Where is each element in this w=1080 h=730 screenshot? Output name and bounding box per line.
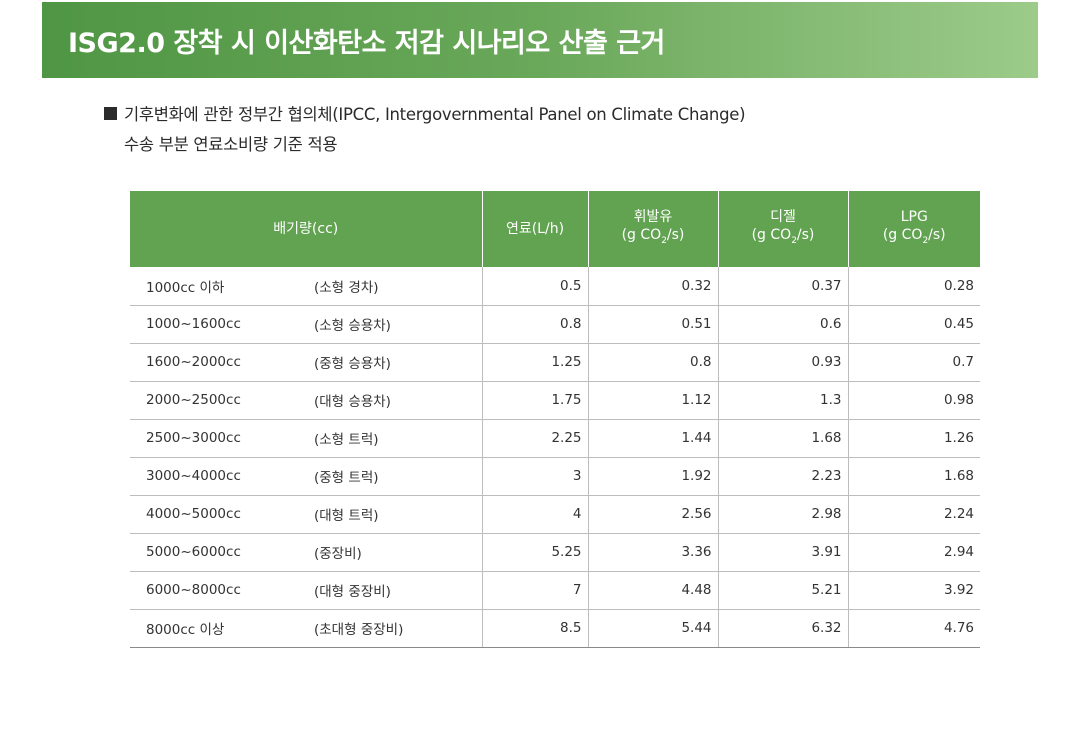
- table-row: 6000~8000cc (대형 중장비) 7 4.48 5.21 3.92: [130, 571, 980, 610]
- cell-fuel: 0.5: [482, 267, 589, 306]
- cell-gasoline: 0.8: [588, 343, 719, 382]
- emission-table: 배기량(cc) 연료(L/h) 휘발유 (g CO2/s) 디젤 (g CO2/…: [130, 191, 980, 648]
- header-gasoline: 휘발유 (g CO2/s): [588, 191, 719, 267]
- cell-gasoline: 0.32: [588, 267, 719, 306]
- cell-gasoline: 4.48: [588, 571, 719, 610]
- cell-diesel: 3.91: [718, 533, 849, 572]
- cell-lpg: 0.98: [848, 381, 980, 420]
- header-fuel: 연료(L/h): [482, 191, 589, 267]
- cell-fuel: 1.25: [482, 343, 589, 382]
- header-diesel-unit: (g CO2/s): [751, 227, 815, 246]
- cell-fuel: 4: [482, 495, 589, 534]
- intro-line-1: 기후변화에 관한 정부간 협의체(IPCC, Intergovernmental…: [104, 100, 1004, 126]
- cell-gasoline: 1.92: [588, 457, 719, 496]
- emission-table-container: 배기량(cc) 연료(L/h) 휘발유 (g CO2/s) 디젤 (g CO2/…: [130, 191, 980, 648]
- cell-fuel: 2.25: [482, 419, 589, 458]
- header-gasoline-unit: (g CO2/s): [621, 227, 685, 246]
- header-lpg: LPG (g CO2/s): [848, 191, 980, 267]
- page-title: ISG2.0 장착 시 이산화탄소 저감 시나리오 산출 근거: [68, 28, 665, 59]
- cell-displacement: 3000~4000cc: [130, 457, 300, 496]
- cell-vehicle-type: (소형 경차): [300, 267, 483, 306]
- cell-fuel: 7: [482, 571, 589, 610]
- cell-vehicle-type: (중형 트럭): [300, 457, 483, 496]
- cell-vehicle-type: (중장비): [300, 533, 483, 572]
- table-row: 2000~2500cc (대형 승용차) 1.75 1.12 1.3 0.98: [130, 381, 980, 420]
- intro-line-2: 수송 부분 연료소비량 기준 적용: [124, 135, 338, 154]
- cell-fuel: 0.8: [482, 305, 589, 344]
- cell-lpg: 2.24: [848, 495, 980, 534]
- table-row: 2500~3000cc (소형 트럭) 2.25 1.44 1.68 1.26: [130, 419, 980, 458]
- cell-vehicle-type: (소형 승용차): [300, 305, 483, 344]
- cell-fuel: 3: [482, 457, 589, 496]
- cell-lpg: 2.94: [848, 533, 980, 572]
- header-displacement: 배기량(cc): [130, 191, 483, 267]
- table-body: 1000cc 이하 (소형 경차) 0.5 0.32 0.37 0.28 100…: [130, 267, 980, 648]
- header-diesel: 디젤 (g CO2/s): [718, 191, 849, 267]
- cell-fuel: 5.25: [482, 533, 589, 572]
- table-row: 1000cc 이하 (소형 경차) 0.5 0.32 0.37 0.28: [130, 267, 980, 306]
- cell-displacement: 1000~1600cc: [130, 305, 300, 344]
- cell-lpg: 0.28: [848, 267, 980, 306]
- header-diesel-name: 디젤: [770, 209, 796, 226]
- cell-vehicle-type: (대형 승용차): [300, 381, 483, 420]
- table-row: 1600~2000cc (중형 승용차) 1.25 0.8 0.93 0.7: [130, 343, 980, 382]
- table-row: 5000~6000cc (중장비) 5.25 3.36 3.91 2.94: [130, 533, 980, 572]
- header-lpg-unit: (g CO2/s): [882, 227, 946, 246]
- cell-vehicle-type: (소형 트럭): [300, 419, 483, 458]
- cell-lpg: 1.68: [848, 457, 980, 496]
- cell-diesel: 0.93: [718, 343, 849, 382]
- cell-diesel: 0.37: [718, 267, 849, 306]
- cell-diesel: 1.3: [718, 381, 849, 420]
- cell-vehicle-type: (중형 승용차): [300, 343, 483, 382]
- cell-vehicle-type: (대형 중장비): [300, 571, 483, 610]
- table-row: 4000~5000cc (대형 트럭) 4 2.56 2.98 2.24: [130, 495, 980, 534]
- cell-lpg: 3.92: [848, 571, 980, 610]
- cell-vehicle-type: (초대형 중장비): [300, 609, 483, 648]
- table-header-row: 배기량(cc) 연료(L/h) 휘발유 (g CO2/s) 디젤 (g CO2/…: [130, 191, 980, 267]
- header-gasoline-name: 휘발유: [633, 209, 673, 226]
- cell-diesel: 2.98: [718, 495, 849, 534]
- cell-lpg: 4.76: [848, 609, 980, 648]
- table-row: 1000~1600cc (소형 승용차) 0.8 0.51 0.6 0.45: [130, 305, 980, 344]
- title-banner: ISG2.0 장착 시 이산화탄소 저감 시나리오 산출 근거: [42, 2, 1038, 78]
- cell-gasoline: 3.36: [588, 533, 719, 572]
- cell-diesel: 0.6: [718, 305, 849, 344]
- cell-gasoline: 5.44: [588, 609, 719, 648]
- cell-fuel: 8.5: [482, 609, 589, 648]
- table-row: 3000~4000cc (중형 트럭) 3 1.92 2.23 1.68: [130, 457, 980, 496]
- intro-text: 기후변화에 관한 정부간 협의체(IPCC, Intergovernmental…: [104, 100, 1004, 158]
- cell-displacement: 2000~2500cc: [130, 381, 300, 420]
- cell-diesel: 5.21: [718, 571, 849, 610]
- cell-diesel: 1.68: [718, 419, 849, 458]
- cell-gasoline: 1.12: [588, 381, 719, 420]
- square-bullet-icon: [104, 106, 117, 120]
- cell-diesel: 6.32: [718, 609, 849, 648]
- cell-fuel: 1.75: [482, 381, 589, 420]
- cell-displacement: 1600~2000cc: [130, 343, 300, 382]
- cell-gasoline: 1.44: [588, 419, 719, 458]
- cell-gasoline: 2.56: [588, 495, 719, 534]
- cell-vehicle-type: (대형 트럭): [300, 495, 483, 534]
- cell-gasoline: 0.51: [588, 305, 719, 344]
- header-lpg-name: LPG: [900, 209, 928, 226]
- cell-displacement: 4000~5000cc: [130, 495, 300, 534]
- cell-lpg: 0.45: [848, 305, 980, 344]
- cell-displacement: 2500~3000cc: [130, 419, 300, 458]
- cell-displacement: 5000~6000cc: [130, 533, 300, 572]
- cell-displacement: 1000cc 이하: [130, 267, 300, 306]
- cell-displacement: 8000cc 이상: [130, 609, 300, 648]
- cell-lpg: 1.26: [848, 419, 980, 458]
- cell-lpg: 0.7: [848, 343, 980, 382]
- cell-displacement: 6000~8000cc: [130, 571, 300, 610]
- cell-diesel: 2.23: [718, 457, 849, 496]
- table-row: 8000cc 이상 (초대형 중장비) 8.5 5.44 6.32 4.76: [130, 609, 980, 648]
- intro-line-1-text: 기후변화에 관한 정부간 협의체(IPCC, Intergovernmental…: [124, 105, 746, 124]
